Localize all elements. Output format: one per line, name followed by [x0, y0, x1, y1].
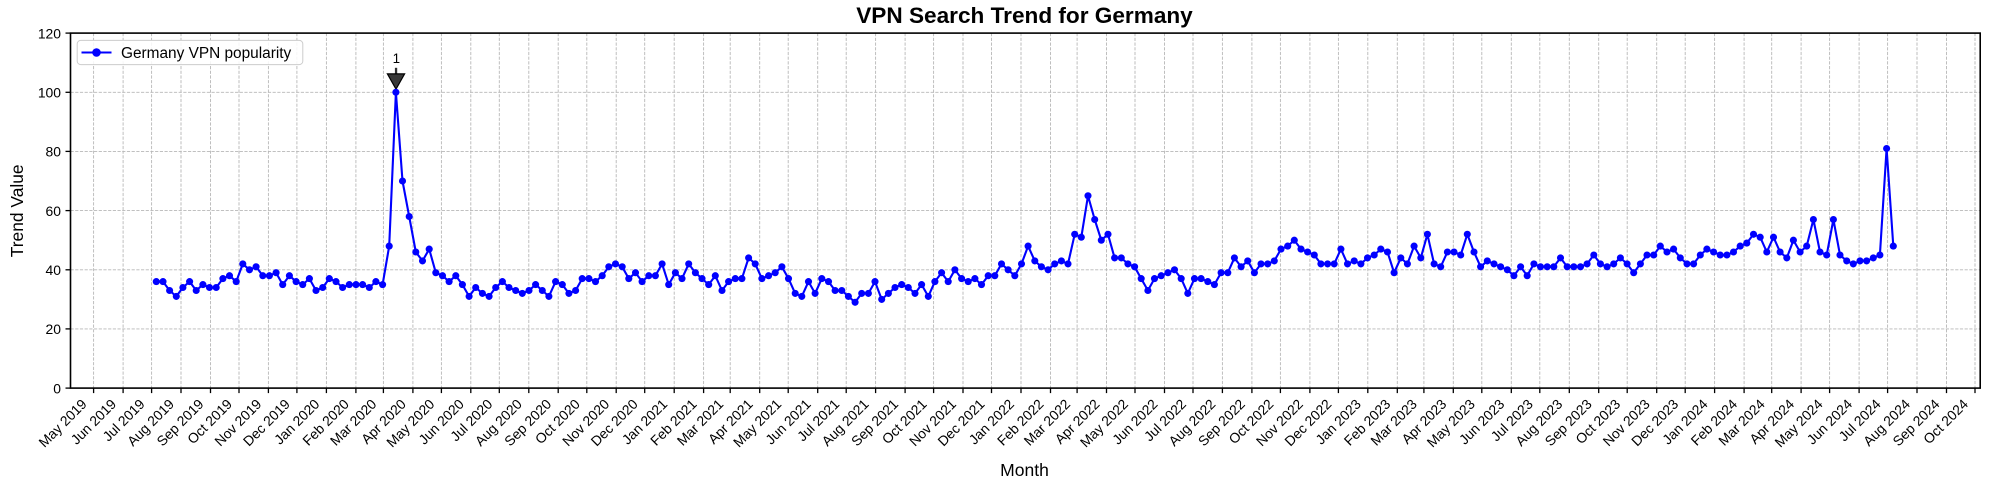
svg-text:0: 0 [53, 380, 61, 396]
svg-text:Month: Month [1000, 460, 1049, 480]
svg-text:20: 20 [46, 321, 62, 337]
svg-text:40: 40 [46, 262, 62, 278]
svg-text:VPN Search Trend for Germany: VPN Search Trend for Germany [856, 3, 1193, 28]
svg-text:Trend Value: Trend Value [7, 164, 27, 257]
svg-text:Germany VPN popularity: Germany VPN popularity [121, 45, 292, 62]
svg-text:100: 100 [38, 85, 61, 101]
svg-text:120: 120 [38, 25, 61, 41]
svg-text:80: 80 [46, 144, 62, 160]
svg-text:1: 1 [393, 51, 400, 66]
svg-text:60: 60 [46, 203, 62, 219]
